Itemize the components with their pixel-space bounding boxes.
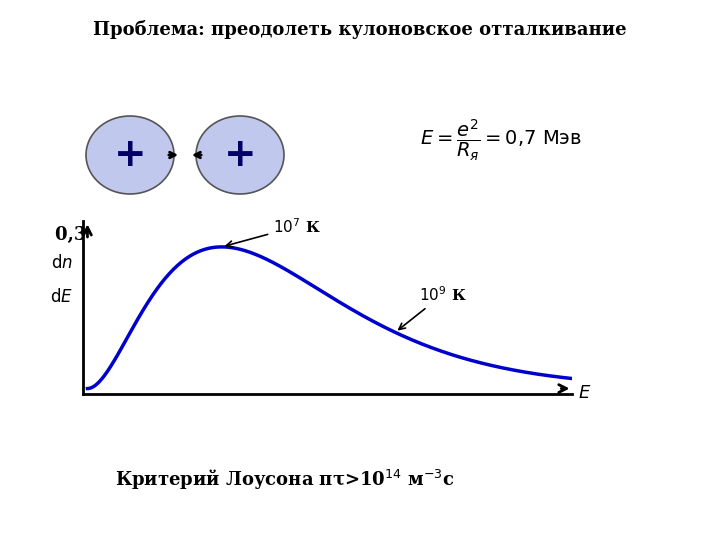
Text: +: +: [224, 136, 256, 174]
Text: $\mathrm{d}n$: $\mathrm{d}n$: [51, 254, 73, 272]
Text: Критерий Лоусона пτ>10$^{14}$ м$^{-3}$с: Критерий Лоусона пτ>10$^{14}$ м$^{-3}$с: [115, 468, 455, 492]
FancyArrow shape: [305, 224, 373, 246]
Text: $E = \dfrac{e^2}{R_я} = 0{,}7$ Мэв: $E = \dfrac{e^2}{R_я} = 0{,}7$ Мэв: [420, 117, 582, 163]
Text: Проблема: преодолеть кулоновское отталкивание: Проблема: преодолеть кулоновское отталки…: [93, 20, 627, 39]
Text: +: +: [114, 136, 146, 174]
Text: $2{\cdot}10^{9}$ К: $2{\cdot}10^{9}$ К: [385, 224, 462, 246]
Text: $E$: $E$: [578, 384, 591, 402]
Text: $10^7$ К: $10^7$ К: [226, 217, 321, 247]
Ellipse shape: [196, 116, 284, 194]
Text: $\mathrm{d}E$: $\mathrm{d}E$: [50, 288, 73, 306]
Ellipse shape: [86, 116, 174, 194]
Text: 0,35 Мэв на одно ядро: 0,35 Мэв на одно ядро: [55, 226, 292, 244]
Text: $10^9$ К: $10^9$ К: [399, 286, 467, 329]
